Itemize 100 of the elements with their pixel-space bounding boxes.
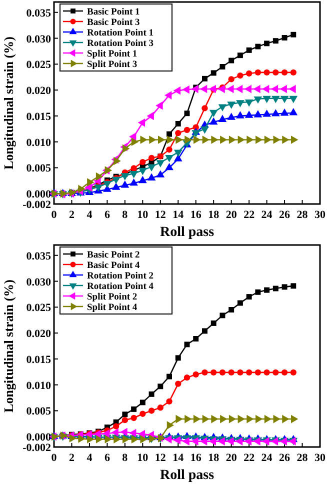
- point: [166, 421, 174, 430]
- point: [254, 369, 262, 376]
- point: [218, 104, 227, 112]
- x-tick-label: 14: [172, 209, 184, 221]
- point: [200, 84, 208, 94]
- x-tick-label: 30: [314, 209, 326, 221]
- point: [272, 69, 279, 76]
- point: [122, 412, 128, 418]
- point: [246, 47, 252, 53]
- point: [166, 374, 172, 380]
- y-tick-label: 0.020: [26, 328, 52, 340]
- point: [220, 136, 228, 144]
- point: [175, 380, 182, 387]
- point: [130, 171, 138, 178]
- x-tick-label: 6: [104, 209, 110, 221]
- point: [193, 336, 199, 342]
- legend-label: Split Point 3: [87, 60, 138, 70]
- point: [256, 136, 263, 144]
- point: [290, 136, 298, 144]
- point: [164, 91, 172, 100]
- point: [238, 136, 246, 144]
- point: [140, 410, 146, 417]
- point: [149, 136, 156, 144]
- point: [182, 85, 190, 94]
- point: [138, 168, 147, 176]
- point: [131, 138, 139, 146]
- x-tick-label: 2: [68, 209, 75, 221]
- legend-label: Rotation Point 3: [87, 39, 154, 49]
- x-tick-label: 28: [296, 452, 308, 464]
- point: [290, 369, 296, 376]
- point: [246, 414, 254, 424]
- point: [191, 437, 198, 446]
- point: [202, 328, 208, 334]
- point: [128, 428, 136, 438]
- point: [255, 44, 261, 50]
- legend-label: Basic Point 2: [87, 250, 140, 260]
- x-tick-label: 10: [137, 452, 149, 464]
- x-tick-label: 20: [226, 452, 238, 464]
- x-tick-label: 30: [314, 452, 326, 464]
- x-tick-label: 8: [122, 452, 128, 464]
- point: [272, 109, 280, 116]
- point: [120, 180, 130, 188]
- x-tick-label: 14: [172, 452, 184, 464]
- point: [122, 144, 130, 153]
- x-tick-label: 26: [279, 452, 291, 464]
- point: [193, 414, 201, 424]
- x-tick-label: 22: [244, 452, 256, 464]
- point: [254, 110, 262, 118]
- point: [130, 414, 137, 422]
- point: [282, 414, 290, 424]
- point: [175, 355, 181, 361]
- point: [218, 84, 225, 94]
- point: [246, 369, 252, 376]
- point: [202, 369, 208, 376]
- point: [253, 84, 260, 94]
- point: [184, 136, 192, 144]
- point: [290, 32, 296, 38]
- point: [246, 136, 254, 144]
- point: [130, 178, 138, 186]
- point: [166, 398, 172, 405]
- x-tick-label: 12: [154, 452, 166, 464]
- point: [176, 414, 183, 424]
- point: [103, 180, 112, 188]
- point: [244, 110, 254, 118]
- point: [220, 414, 228, 424]
- point: [282, 35, 288, 40]
- point: [157, 404, 164, 411]
- point: [282, 284, 288, 290]
- x-tick-label: 24: [261, 452, 273, 464]
- point: [130, 165, 137, 172]
- legend-label: Split Point 1: [87, 50, 138, 60]
- point: [244, 84, 252, 94]
- x-tick-label: 0: [51, 209, 58, 221]
- point: [102, 429, 110, 438]
- y-tick-label: 0.030: [26, 33, 52, 46]
- point: [273, 136, 280, 144]
- y-tick-label: 0.015: [26, 354, 52, 366]
- point: [227, 112, 236, 120]
- point: [147, 164, 156, 172]
- point: [174, 154, 182, 162]
- x-tick-label: 0: [51, 452, 58, 464]
- legend-label: Basic Point 4: [87, 261, 140, 271]
- point: [111, 428, 118, 437]
- point: [281, 369, 288, 376]
- x-tick-label: 8: [122, 209, 128, 221]
- point: [290, 283, 296, 289]
- point: [228, 307, 234, 312]
- point: [264, 40, 270, 46]
- point: [114, 156, 121, 166]
- y-tick-label: 0.010: [26, 380, 52, 392]
- point: [264, 414, 272, 424]
- point: [147, 173, 156, 181]
- point: [264, 287, 270, 293]
- x-tick-label: 6: [104, 452, 110, 464]
- point: [158, 136, 166, 144]
- point: [236, 100, 244, 108]
- point: [173, 86, 181, 95]
- point: [138, 430, 146, 438]
- point: [289, 108, 298, 116]
- point: [262, 110, 271, 117]
